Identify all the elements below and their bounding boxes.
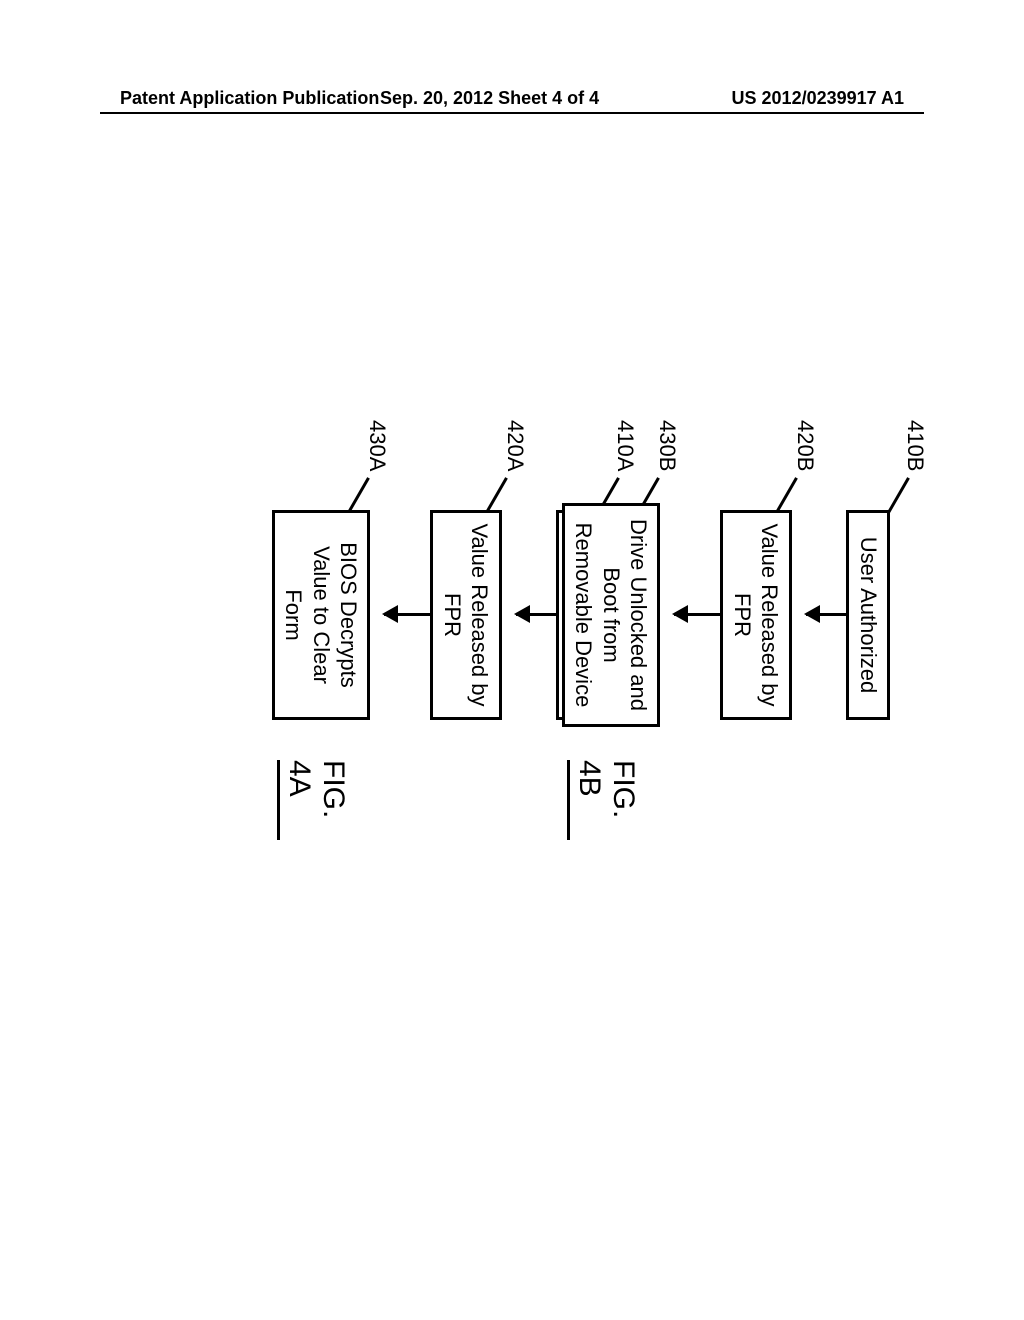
page-header: Patent Application Publication Sep. 20, … — [0, 88, 1024, 109]
arrow — [806, 613, 846, 616]
box-430a: BIOS Decrypts Value to Clear Form — [272, 510, 370, 720]
box-420a: Value Released by FPR — [430, 510, 502, 720]
header-left: Patent Application Publication — [120, 88, 379, 109]
figure-label-4b: FIG. 4B — [567, 760, 640, 840]
ref-label-430a: 430A — [364, 420, 390, 471]
arrow — [516, 613, 556, 616]
header-right: US 2012/0239917 A1 — [732, 88, 904, 109]
ref-label-420a: 420A — [502, 420, 528, 471]
arrow — [384, 613, 430, 616]
ref-label-420b: 420B — [792, 420, 818, 471]
figure-label-4a: FIG. 4A — [277, 760, 350, 840]
ref-label-410b: 410B — [902, 420, 928, 471]
box-410b: User Authorized — [846, 510, 890, 720]
arrow — [674, 613, 720, 616]
ref-label-410a: 410A — [612, 420, 638, 471]
diagram-canvas: 410A User Authorized 420A Value Released… — [0, 380, 880, 860]
header-center: Sep. 20, 2012 Sheet 4 of 4 — [380, 88, 599, 109]
header-rule — [100, 112, 924, 114]
box-430b: Drive Unlocked and Boot from Removable D… — [562, 503, 660, 727]
ref-label-430b: 430B — [654, 420, 680, 471]
box-420b: Value Released by FPR — [720, 510, 792, 720]
